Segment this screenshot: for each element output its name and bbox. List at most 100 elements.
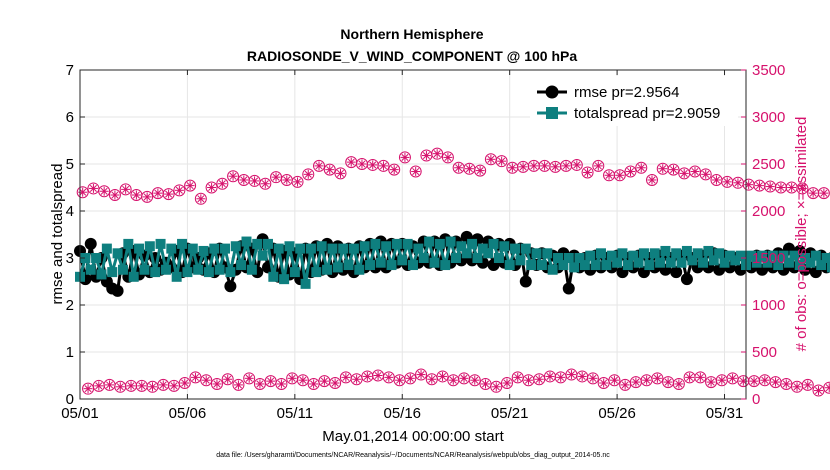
obs-point — [581, 166, 594, 179]
totalspread-point — [510, 243, 521, 254]
obs-possible-marker — [377, 159, 390, 172]
obs-point — [533, 373, 546, 386]
obs-possible-marker — [221, 373, 234, 386]
obs-assimilated-stroke — [342, 373, 350, 381]
obs-possible-marker — [210, 377, 223, 390]
obs-possible-marker — [98, 185, 111, 198]
obs-point — [366, 158, 379, 171]
obs-point — [361, 370, 374, 383]
obs-assimilated-stroke — [567, 371, 575, 379]
obs-possible-marker — [334, 167, 347, 180]
obs-assimilated-stroke — [79, 188, 87, 196]
obs-possible-marker — [162, 188, 175, 201]
totalspread-point — [660, 245, 671, 256]
obs-assimilated-stroke — [573, 161, 581, 169]
obs-assimilated-stroke — [546, 372, 554, 380]
obs-point — [656, 162, 669, 175]
obs-point — [415, 368, 428, 381]
totalspread-point — [220, 243, 231, 254]
totalspread-point — [381, 241, 392, 252]
totalspread-point — [698, 257, 709, 268]
y-right-tick-label: 1000 — [752, 297, 785, 314]
obs-point — [506, 161, 519, 174]
obs-assimilated-stroke — [229, 172, 237, 180]
totalspread-point — [821, 253, 830, 263]
obs-assimilated-stroke — [369, 161, 377, 169]
totalspread-point — [590, 260, 601, 271]
obs-assimilated-stroke — [734, 179, 742, 187]
obs-point — [484, 153, 497, 166]
rmse-point — [562, 282, 575, 295]
obs-assimilated-stroke — [455, 164, 463, 172]
obs-point — [447, 374, 460, 387]
obs-point — [603, 169, 616, 182]
obs-assimilated-stroke — [782, 380, 790, 388]
totalspread-point — [246, 264, 257, 275]
obs-point — [726, 372, 739, 385]
obs-assimilated-stroke — [771, 378, 780, 386]
obs-assimilated-stroke — [122, 185, 130, 193]
obs-assimilated-stroke — [761, 376, 769, 384]
totalspread-point — [241, 236, 252, 247]
y-right-tick-label: 3500 — [752, 62, 785, 79]
obs-point — [678, 167, 691, 180]
obs-assimilated-stroke — [336, 169, 345, 177]
legend-totalspread-label: totalspread pr=2.9059 — [574, 105, 720, 122]
obs-point — [205, 181, 218, 194]
obs-assimilated-stroke — [304, 170, 312, 178]
obs-point — [635, 161, 648, 174]
obs-point — [710, 173, 723, 186]
totalspread-point — [91, 253, 102, 263]
obs-assimilated-stroke — [669, 166, 678, 174]
obs-assimilated-stroke — [406, 374, 414, 382]
obs-possible-marker — [313, 159, 326, 172]
obs-assimilated-stroke — [95, 382, 103, 390]
totalspread-point — [724, 250, 735, 261]
obs-point — [823, 381, 830, 394]
totalspread-point — [488, 238, 499, 249]
x-tick-label: 05/21 — [491, 405, 529, 422]
obs-assimilated-stroke — [702, 170, 710, 178]
obs-point — [119, 183, 132, 196]
obs-assimilated-stroke — [820, 189, 828, 197]
rmse-point — [680, 273, 693, 286]
obs-assimilated-stroke — [143, 193, 151, 201]
obs-possible-marker — [409, 165, 422, 178]
obs-assimilated-stroke — [396, 376, 404, 384]
obs-point — [619, 378, 632, 391]
obs-point — [350, 373, 363, 386]
obs-point — [264, 375, 277, 388]
obs-possible-marker — [592, 159, 605, 172]
obs-assimilated-stroke — [315, 162, 323, 170]
obs-point — [157, 378, 170, 391]
obs-point — [586, 372, 599, 385]
totalspread-point — [150, 267, 161, 278]
obs-point — [436, 370, 449, 383]
obs-possible-marker — [667, 163, 680, 176]
totalspread-point — [359, 241, 370, 252]
obs-possible-marker — [495, 155, 508, 168]
obs-assimilated-stroke — [197, 195, 205, 203]
totalspread-point — [708, 255, 719, 266]
obs-possible-marker — [141, 190, 154, 203]
obs-assimilated-stroke — [777, 183, 785, 192]
obs-assimilated-stroke — [487, 155, 495, 163]
totalspread-point — [778, 250, 789, 261]
obs-point — [291, 175, 304, 188]
obs-assimilated-stroke — [84, 385, 92, 393]
obs-possible-marker — [468, 374, 481, 387]
totalspread-point — [262, 238, 273, 249]
totalspread-point — [757, 250, 768, 261]
obs-assimilated-stroke — [358, 160, 366, 168]
obs-possible-marker — [651, 372, 664, 385]
totalspread-point — [547, 264, 558, 275]
obs-assimilated-stroke — [127, 382, 135, 390]
obs-point — [458, 372, 471, 385]
obs-point — [270, 171, 283, 184]
obs-point — [82, 382, 95, 395]
obs-assimilated-stroke — [584, 168, 592, 177]
totalspread-point — [671, 248, 682, 259]
obs-possible-marker — [441, 151, 454, 164]
obs-point — [769, 376, 782, 389]
obs-assimilated-stroke — [750, 377, 758, 385]
